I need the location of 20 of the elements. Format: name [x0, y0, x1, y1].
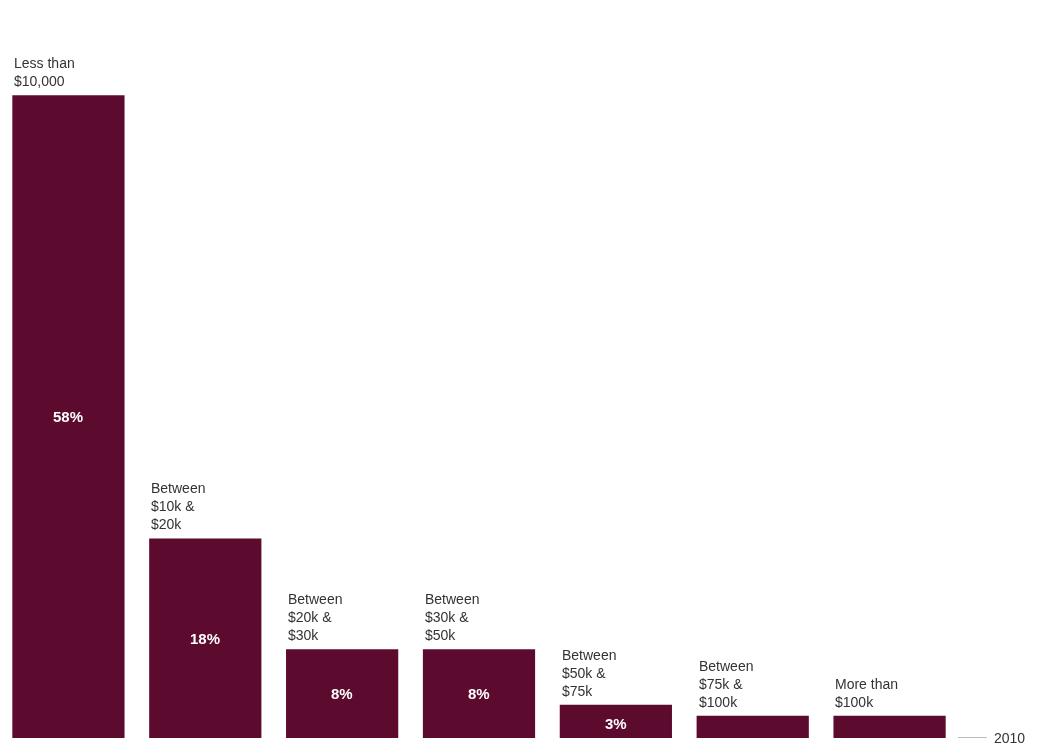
bar	[286, 649, 399, 738]
data-label: 8%	[331, 685, 353, 702]
bar	[696, 715, 809, 738]
text: 2010	[994, 730, 1026, 745]
bar	[833, 715, 946, 738]
x-tick-label: Between $10k & $20k	[151, 480, 206, 533]
bar	[149, 538, 262, 738]
x-tick-label: Between $30k & $50k	[425, 591, 480, 644]
x-tick-label: More than $100k	[835, 676, 899, 711]
data-label: 18%	[190, 630, 221, 647]
bar	[559, 704, 672, 738]
data-label: 58%	[53, 408, 84, 425]
x-tick-label: Less than $10,000	[14, 55, 75, 90]
x-tick-label: Between $20k & $30k	[288, 591, 343, 644]
x-tick-label: Between $75k & $100k	[699, 658, 754, 711]
x-tick-label: Between $50k & $75k	[562, 647, 617, 700]
bar	[12, 95, 125, 738]
bar	[422, 649, 536, 738]
data-label: 8%	[468, 685, 490, 702]
data-label: 3%	[605, 715, 627, 732]
